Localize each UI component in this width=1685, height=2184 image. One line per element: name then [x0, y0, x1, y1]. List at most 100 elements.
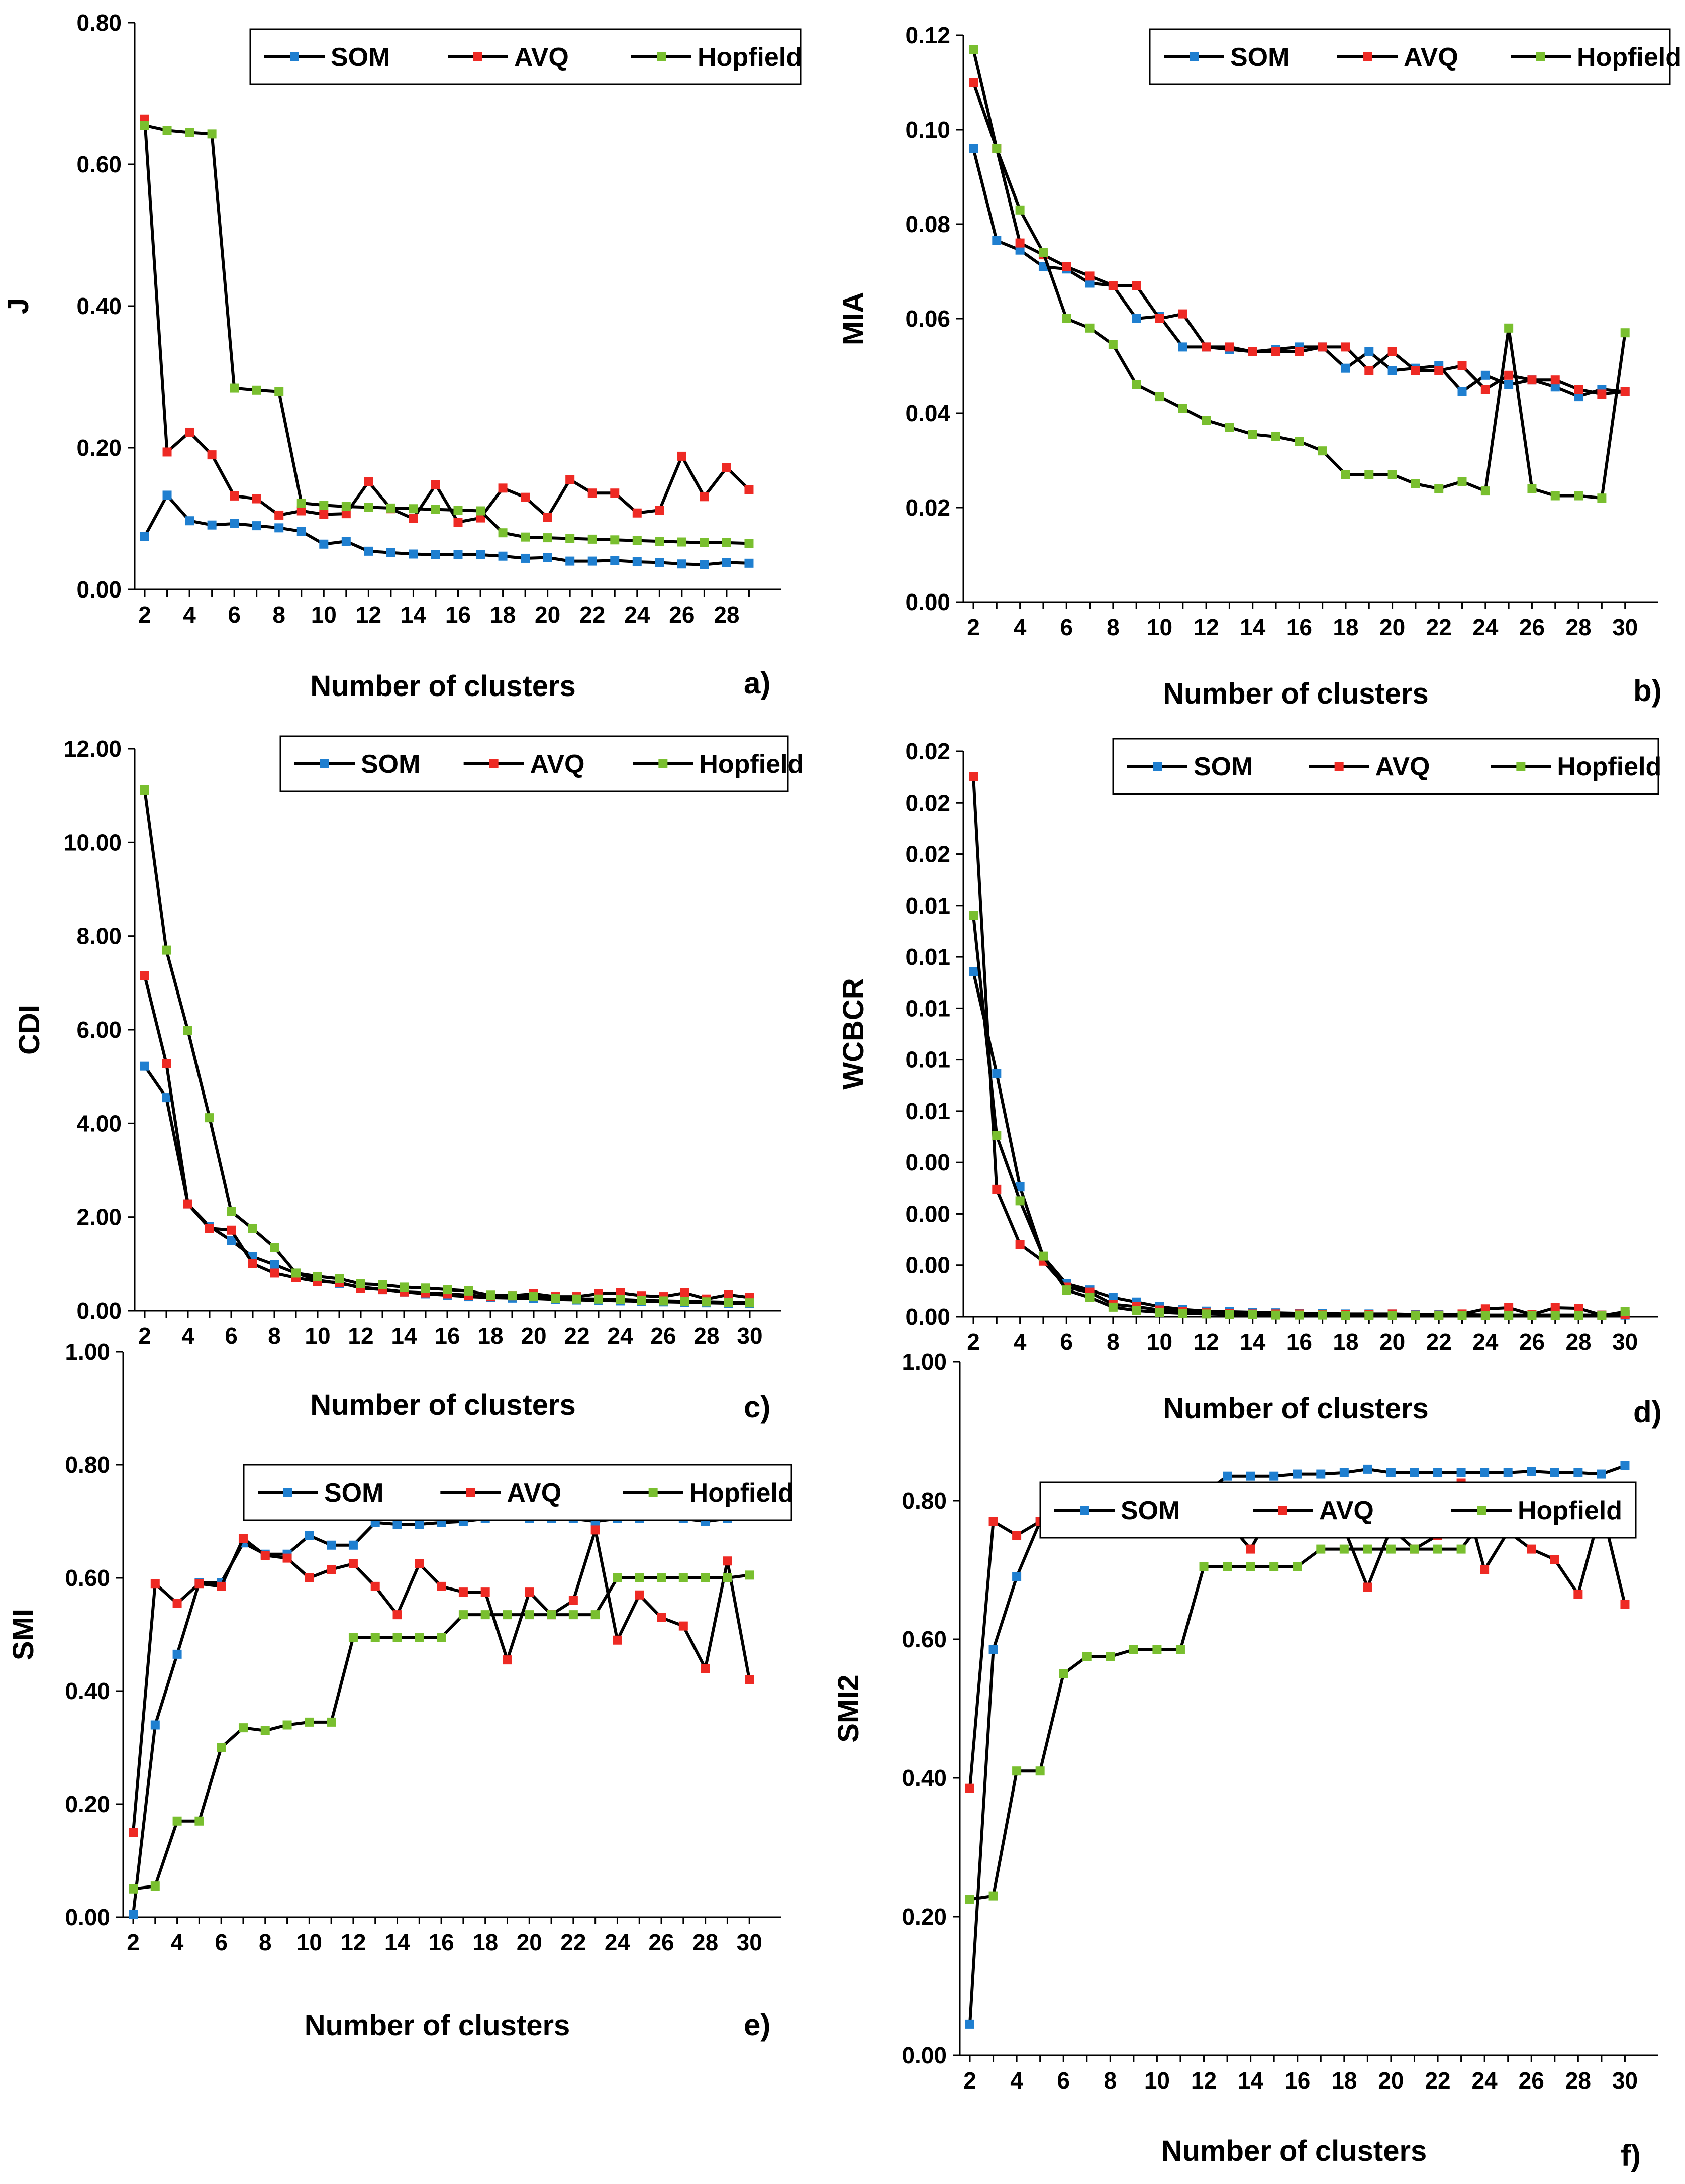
- data-point-hopfield: [613, 1573, 622, 1582]
- data-point-hopfield: [1364, 470, 1374, 479]
- x-tick-label: 16: [429, 1929, 454, 1955]
- data-point-avq: [1178, 309, 1187, 319]
- data-point-hopfield: [296, 498, 306, 508]
- data-point-avq: [1318, 342, 1327, 352]
- data-point-som: [207, 520, 217, 530]
- data-point-hopfield: [1012, 1766, 1022, 1776]
- data-point-hopfield: [185, 128, 194, 137]
- data-point-avq: [194, 1579, 204, 1589]
- data-point-hopfield: [680, 1297, 689, 1306]
- data-point-som: [1456, 1468, 1466, 1477]
- series-som: [140, 490, 754, 569]
- series-line-hopfield: [972, 915, 1626, 1317]
- data-point-hopfield: [1108, 340, 1118, 349]
- x-tick-label: 16: [1284, 2067, 1310, 2094]
- data-point-avq: [1480, 1565, 1490, 1574]
- data-point-hopfield: [1386, 1544, 1396, 1554]
- data-point-avq: [613, 1635, 622, 1645]
- x-tick-label: 8: [268, 1323, 281, 1349]
- legend-box: [249, 28, 802, 85]
- data-point-avq: [1341, 342, 1350, 352]
- data-point-hopfield: [1271, 432, 1281, 441]
- data-point-som: [150, 1720, 160, 1730]
- data-point-hopfield: [260, 1726, 270, 1735]
- data-point-hopfield: [551, 1294, 560, 1303]
- data-point-som: [722, 558, 731, 567]
- data-point-avq: [1620, 387, 1630, 396]
- data-point-avq: [217, 1581, 226, 1591]
- data-point-hopfield: [637, 1296, 646, 1305]
- legend-marker-som: [1080, 1506, 1089, 1515]
- data-point-hopfield: [1363, 1544, 1372, 1554]
- x-tick-label: 22: [579, 602, 605, 628]
- data-point-avq: [1573, 1590, 1583, 1599]
- data-point-hopfield: [458, 1610, 468, 1620]
- data-point-som: [305, 1531, 314, 1540]
- data-point-avq: [744, 485, 754, 494]
- y-tick-label: 0.12: [905, 22, 950, 48]
- data-point-hopfield: [1410, 1544, 1419, 1554]
- series-som: [129, 1506, 754, 1919]
- x-tick-label: 16: [434, 1323, 460, 1349]
- data-point-som: [1504, 380, 1514, 389]
- legend-marker-hopfield: [648, 1488, 658, 1497]
- data-point-som: [227, 1236, 236, 1245]
- data-point-hopfield: [1456, 1544, 1466, 1554]
- y-tick-label: 0.60: [902, 1626, 947, 1652]
- data-point-avq: [480, 1587, 490, 1597]
- data-point-avq: [1132, 281, 1141, 290]
- legend: SOM AVQ Hopfield: [1112, 738, 1661, 795]
- data-point-avq: [1085, 271, 1095, 281]
- data-point-hopfield: [1129, 1645, 1138, 1654]
- data-point-hopfield: [1295, 437, 1304, 446]
- series-line-som: [132, 1509, 750, 1915]
- x-tick-label: 6: [215, 1929, 228, 1955]
- data-point-hopfield: [431, 505, 440, 514]
- y-tick-label: 0.01: [905, 892, 950, 919]
- data-point-hopfield: [1387, 470, 1397, 479]
- series-line-hopfield: [972, 49, 1627, 500]
- data-point-hopfield: [227, 1207, 236, 1216]
- data-point-avq: [172, 1599, 182, 1608]
- x-tick-label: 26: [1519, 614, 1545, 640]
- x-tick-label: 10: [1147, 1329, 1172, 1355]
- y-axis-label: SMI: [7, 1609, 40, 1660]
- data-point-som: [1293, 1469, 1302, 1479]
- data-point-hopfield: [140, 785, 149, 795]
- data-point-som: [1387, 366, 1397, 375]
- x-tick-label: 24: [1472, 1329, 1499, 1355]
- x-tick-label: 30: [1612, 1329, 1638, 1355]
- x-tick-label: 28: [692, 1929, 718, 1955]
- data-point-som: [1527, 1467, 1536, 1476]
- x-tick-label: 24: [1472, 614, 1499, 640]
- x-tick-label: 2: [967, 614, 980, 640]
- legend-label-som: SOM: [1121, 1496, 1180, 1525]
- y-axis-label: MIA: [837, 292, 870, 345]
- legend-box: [243, 1464, 792, 1521]
- data-point-avq: [701, 1664, 710, 1673]
- x-tick-label: 2: [967, 1329, 980, 1355]
- legend-label-hopfield: Hopfield: [689, 1478, 794, 1508]
- series-hopfield: [140, 785, 754, 1308]
- data-point-avq: [431, 480, 440, 489]
- x-tick-label: 8: [272, 602, 285, 628]
- x-tick-label: 10: [1147, 614, 1172, 640]
- data-point-hopfield: [632, 536, 642, 545]
- data-point-som: [386, 548, 395, 557]
- data-point-hopfield: [1433, 1544, 1443, 1554]
- x-tick-label: 6: [225, 1323, 238, 1349]
- data-point-hopfield: [1038, 248, 1048, 257]
- data-point-hopfield: [252, 385, 261, 395]
- data-point-avq: [655, 506, 664, 515]
- legend-marker-avq: [489, 759, 499, 768]
- data-point-hopfield: [969, 45, 978, 54]
- data-point-som: [1550, 382, 1560, 392]
- data-point-hopfield: [723, 1573, 732, 1582]
- data-point-hopfield: [1527, 484, 1537, 493]
- y-tick-label: 0.80: [902, 1487, 947, 1514]
- chart-panel-6: 0.000.200.400.600.801.002 4 6 8 10 12 14 16 18 20…: [832, 1349, 1658, 2172]
- data-point-hopfield: [1341, 470, 1350, 479]
- data-point-som: [341, 537, 351, 546]
- legend: SOM AVQ Hopfield: [249, 28, 802, 85]
